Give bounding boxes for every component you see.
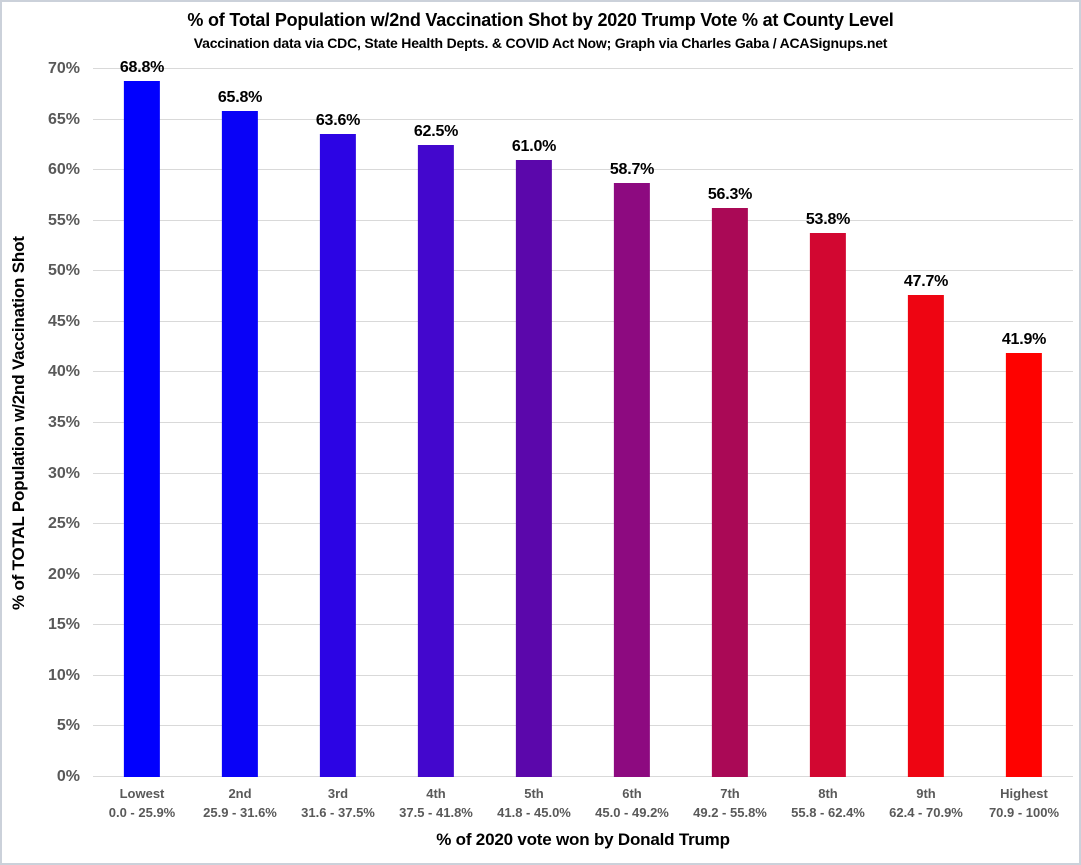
x-axis-tick-labels: Lowest 0.0 - 25.9% 2nd 25.9 - 31.6% 3rd 31.6 …: [93, 785, 1073, 823]
bar-series: 68.8% 65.8% 63.6% 62.5% 61.0% 58.7% 56.3% 53.8%…: [93, 59, 1073, 777]
x-tick-range: 0.0 - 25.9%: [108, 804, 176, 820]
x-tick-label: Lowest 0.0 - 25.9%: [93, 785, 191, 823]
y-tick-label: 20%: [47, 565, 80, 583]
x-tick-tier: Highest: [1000, 786, 1048, 801]
bar-column: 58.7%: [583, 69, 681, 777]
bar: [907, 294, 945, 777]
y-tick-label: 70%: [47, 60, 80, 77]
x-tick-tier: 5th: [524, 786, 544, 801]
bar-column: 68.8%: [93, 59, 191, 777]
y-tick-label: 30%: [47, 464, 80, 482]
gridline: [93, 118, 1073, 120]
bar-column: 62.5%: [387, 69, 485, 777]
bar-value-label: 63.6%: [315, 111, 361, 129]
bar-column: 47.7%: [877, 69, 975, 777]
bar: [711, 207, 749, 777]
bar: [809, 232, 847, 777]
y-tick-label: 10%: [47, 666, 80, 684]
x-tick-label: Highest 70.9 - 100%: [975, 785, 1073, 823]
x-axis-title: % of 2020 vote won by Donald Trump: [436, 830, 730, 849]
gridline: [93, 219, 1073, 221]
bar: [221, 111, 259, 777]
x-tick-range: 55.8 - 62.4%: [791, 804, 865, 820]
x-tick-label: 9th 62.4 - 70.9%: [877, 785, 975, 823]
x-tick-tier: 7th: [720, 786, 740, 801]
y-tick-label: 65%: [47, 110, 80, 128]
x-tick-range: 62.4 - 70.9%: [889, 804, 963, 820]
y-axis-tick-labels: 0% 5% 10% 15% 20% 25% 30% 35% 40% 45% 50% 55% 60% 65%…: [2, 60, 80, 785]
bar-value-label: 65.8%: [217, 89, 263, 107]
x-tick-range: 45.0 - 49.2%: [595, 804, 669, 820]
x-tick-label: 2nd 25.9 - 31.6%: [191, 785, 289, 823]
bar: [515, 160, 553, 777]
y-tick-label: 50%: [47, 262, 80, 280]
gridline: [93, 624, 1073, 626]
x-tick-tier: 4th: [426, 786, 446, 801]
gridline: [93, 674, 1073, 676]
x-tick-label: 6th 45.0 - 49.2%: [583, 785, 681, 823]
y-tick-label: 60%: [47, 161, 80, 179]
gridline: [93, 422, 1073, 423]
x-tick-tier: Lowest: [119, 786, 165, 801]
bar-value-label: 62.5%: [413, 122, 459, 140]
plot-area: 68.8% 65.8% 63.6% 62.5% 61.0% 58.7% 56.3% 53.8%…: [93, 59, 1073, 777]
y-tick-label: 45%: [47, 312, 80, 330]
bar-column: 41.9%: [975, 69, 1073, 777]
x-tick-range: 70.9 - 100%: [988, 804, 1060, 820]
x-tick-range: 37.5 - 41.8%: [399, 804, 473, 820]
x-tick-range: 41.8 - 45.0%: [497, 804, 571, 820]
y-tick-label: 25%: [47, 515, 80, 533]
gridline: [93, 320, 1073, 322]
x-tick-tier: 6th: [622, 786, 642, 801]
gridline: [93, 523, 1073, 525]
x-tick-label: 4th 37.5 - 41.8%: [387, 785, 485, 823]
x-tick-label: 8th 55.8 - 62.4%: [779, 785, 877, 823]
bar: [417, 144, 455, 777]
x-tick-tier: 2nd: [228, 786, 252, 801]
gridline: [93, 573, 1073, 575]
x-tick-label: 7th 49.2 - 55.8%: [681, 785, 779, 823]
bar-value-label: 61.0%: [511, 138, 557, 156]
gridline: [93, 776, 1073, 777]
bar-column: 56.3%: [681, 69, 779, 777]
x-tick-label: 3rd 31.6 - 37.5%: [289, 785, 387, 823]
x-tick-tier: 3rd: [327, 786, 349, 801]
bar-value-label: 41.9%: [1001, 331, 1047, 349]
bar-value-label: 53.8%: [805, 210, 851, 228]
x-tick-tier: 9th: [916, 786, 936, 801]
chart-title: % of Total Population w/2nd Vaccination …: [187, 10, 894, 30]
bar-value-label: 47.7%: [903, 272, 949, 290]
bar: [123, 81, 161, 777]
bar: [1005, 353, 1043, 777]
y-tick-label: 40%: [47, 363, 80, 381]
y-tick-label: 55%: [47, 211, 80, 229]
gridline: [93, 725, 1073, 727]
x-tick-label: 5th 41.8 - 45.0%: [485, 785, 583, 823]
y-tick-label: 5%: [56, 717, 80, 735]
y-tick-label: 0%: [56, 768, 80, 785]
bar-column: 65.8%: [191, 69, 289, 777]
gridline: [93, 68, 1073, 69]
y-tick-label: 15%: [47, 616, 80, 634]
bar-column: 53.8%: [779, 69, 877, 777]
gridline: [93, 169, 1073, 171]
x-tick-range: 31.6 - 37.5%: [301, 804, 375, 820]
bar-value-label: 68.8%: [119, 59, 165, 77]
bar-column: 63.6%: [289, 69, 387, 777]
y-tick-label: 35%: [47, 414, 80, 431]
bar-value-label: 56.3%: [707, 185, 753, 203]
x-tick-range: 49.2 - 55.8%: [693, 804, 767, 820]
gridline: [93, 270, 1073, 272]
bar: [613, 183, 651, 777]
bar: [319, 133, 357, 777]
bar-value-label: 58.7%: [609, 161, 655, 179]
x-tick-tier: 8th: [818, 786, 838, 801]
bar-column: 61.0%: [485, 69, 583, 777]
gridline: [93, 371, 1073, 373]
chart-subtitle: Vaccination data via CDC, State Health D…: [193, 35, 888, 51]
gridline: [93, 472, 1073, 474]
x-tick-range: 25.9 - 31.6%: [203, 804, 277, 820]
